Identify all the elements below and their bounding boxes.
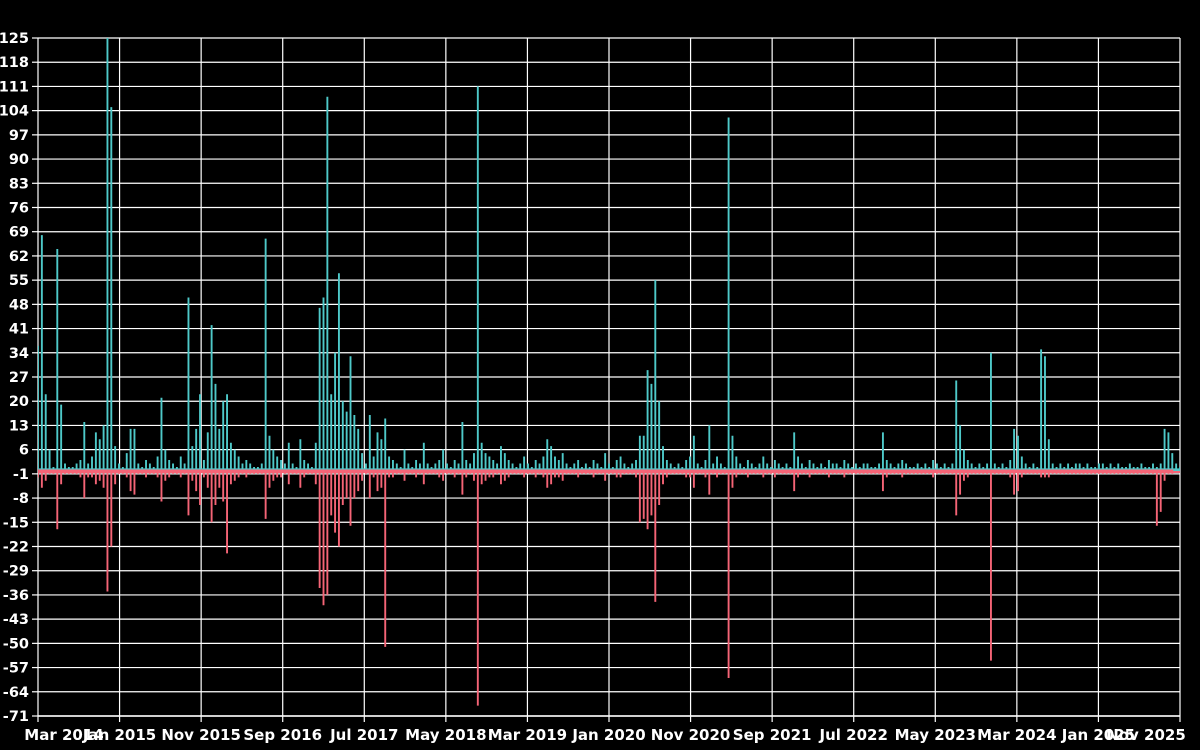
y-axis-tick-label: 41 (9, 322, 29, 338)
x-axis-tick-label: Jan 2015 (82, 726, 156, 744)
x-axis-tick-label: Jan 2025 (1061, 726, 1135, 744)
y-axis-tick-label: -43 (3, 612, 29, 628)
chart-gridlines (32, 37, 1181, 722)
y-axis-tick-label: -22 (3, 540, 29, 556)
x-axis-tick-label: Mar 2014 (24, 726, 103, 744)
y-axis-tick-label: -29 (3, 564, 29, 580)
x-axis-tick-label: Mar 2019 (488, 726, 567, 744)
y-axis-tick-label: 62 (9, 249, 29, 265)
series-additions (38, 38, 1180, 472)
y-axis-tick-label: -15 (3, 515, 29, 531)
y-axis-tick-label: -1 (13, 467, 29, 483)
y-axis-tick-label: -36 (3, 588, 29, 604)
y-axis-tick-label: 55 (9, 273, 29, 289)
y-axis-tick-label: 20 (9, 394, 29, 410)
y-axis-tick-label: -57 (3, 661, 29, 677)
y-axis-tick-label: 118 (0, 55, 29, 71)
y-axis-tick-label: 13 (9, 418, 29, 434)
y-axis-tick-label: 69 (9, 225, 29, 241)
y-axis-tick-label: 6 (19, 443, 29, 459)
y-axis-tick-label: 111 (0, 79, 29, 95)
y-axis-tick-label: 125 (0, 31, 29, 47)
y-axis-tick-label: 104 (0, 104, 29, 120)
x-axis-tick-label: Sep 2021 (733, 726, 812, 744)
y-axis-tick-label: -64 (3, 685, 29, 701)
x-axis-tick-label: May 2018 (405, 726, 486, 744)
x-axis-tick-label: Nov 2025 (1106, 726, 1186, 744)
x-axis-tick-label: May 2023 (895, 726, 976, 744)
chart-series-layer (38, 38, 1180, 706)
x-axis-tick-label: Jul 2017 (329, 726, 398, 744)
y-axis-tick-label: 97 (9, 128, 29, 144)
x-axis-tick-label: Nov 2020 (651, 726, 731, 744)
chart-y-axis-labels: 125 118 111 104 97 90 83 76 69 62 55 48 41 34 27 20 13 6 -… (0, 31, 29, 725)
y-axis-tick-label: 76 (9, 201, 29, 217)
y-axis-tick-label: 48 (9, 297, 29, 313)
y-axis-tick-label: 83 (9, 176, 29, 192)
x-axis-tick-label: Nov 2015 (161, 726, 241, 744)
y-axis-tick-label: 90 (9, 152, 29, 168)
y-axis-tick-label: 27 (9, 370, 29, 386)
x-axis-tick-label: Jul 2022 (819, 726, 888, 744)
x-axis-tick-label: Mar 2024 (977, 726, 1056, 744)
x-axis-tick-label: Sep 2016 (243, 726, 322, 744)
y-axis-tick-label: -8 (13, 491, 29, 507)
y-axis-tick-label: -71 (3, 709, 29, 725)
x-axis-tick-label: Jan 2020 (571, 726, 645, 744)
y-axis-tick-label: 34 (9, 346, 29, 362)
y-axis-tick-label: -50 (3, 636, 29, 652)
